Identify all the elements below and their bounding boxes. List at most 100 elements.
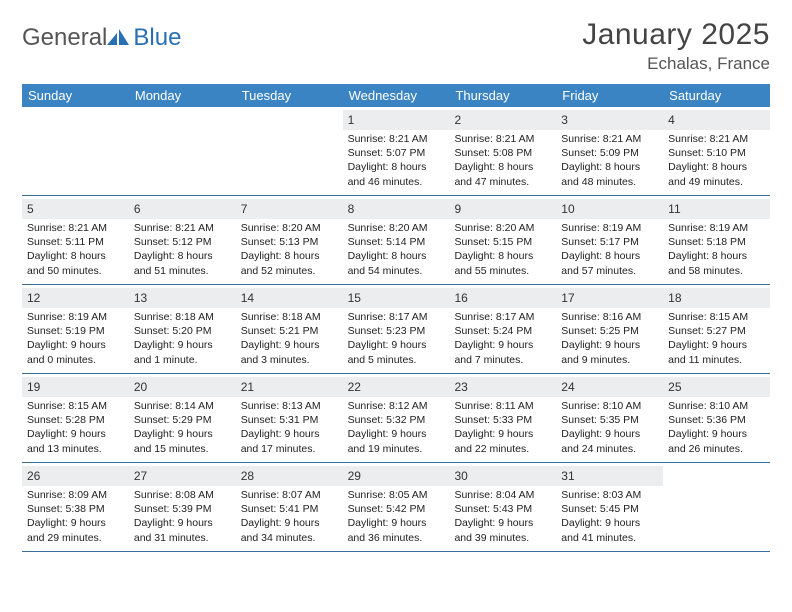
daynum-row: 1 [343, 110, 450, 130]
day-number: 10 [561, 202, 574, 216]
day-number: 1 [348, 113, 355, 127]
day-cell [236, 107, 343, 195]
daynum-row: 2 [449, 110, 556, 130]
week-row: 12 Sunrise: 8:19 AMSunset: 5:19 PMDayligh… [22, 285, 770, 374]
day-cell: 15Sunrise: 8:17 AMSunset: 5:23 PMDayligh… [343, 285, 450, 373]
day-info: Sunrise: 8:17 AMSunset: 5:24 PMDaylight:… [454, 310, 551, 367]
daynum-row [22, 110, 129, 130]
daynum-row: 22 [343, 377, 450, 397]
day-number: 11 [668, 202, 680, 216]
day-number: 19 [27, 380, 40, 394]
day-info: Sunrise: 8:19 AMSunset: 5:19 PMDaylight:… [27, 310, 124, 367]
daynum-row: 11 [663, 199, 770, 219]
daynum-row: 4 [663, 110, 770, 130]
day-info: Sunrise: 8:16 AMSunset: 5:25 PMDaylight:… [561, 310, 658, 367]
week-row: 26Sunrise: 8:09 AMSunset: 5:38 PMDayligh… [22, 463, 770, 552]
day-cell [129, 107, 236, 195]
day-number: 13 [134, 291, 147, 305]
day-cell: 10 Sunrise: 8:19 AMSunset: 5:17 PMDayligh… [556, 196, 663, 284]
day-info: Sunrise: 8:12 AMSunset: 5:32 PMDaylight:… [348, 399, 445, 456]
daynum-row: 27 [129, 466, 236, 486]
title-block: January 2025 Echalas, France [582, 18, 770, 74]
daynum-row: 29 [343, 466, 450, 486]
daynum-row: 19 [22, 377, 129, 397]
day-header: Sunday [22, 84, 129, 107]
day-number [134, 113, 137, 127]
day-info: Sunrise: 8:21 AMSunset: 5:10 PMDaylight:… [668, 132, 765, 189]
day-number: 6 [134, 202, 141, 216]
day-info: Sunrise: 8:18 AMSunset: 5:21 PMDaylight:… [241, 310, 338, 367]
location-label: Echalas, France [582, 54, 770, 74]
day-info: Sunrise: 8:20 AMSunset: 5:14 PMDaylight:… [348, 221, 445, 278]
daynum-row: 10 [556, 199, 663, 219]
brand-logo: General Blue [22, 18, 181, 52]
day-cell: 19Sunrise: 8:15 AMSunset: 5:28 PMDayligh… [22, 374, 129, 462]
week-row: 5Sunrise: 8:21 AMSunset: 5:11 PMDaylight… [22, 196, 770, 285]
day-cell: 5Sunrise: 8:21 AMSunset: 5:11 PMDaylight… [22, 196, 129, 284]
day-cell: 23Sunrise: 8:11 AMSunset: 5:33 PMDayligh… [449, 374, 556, 462]
day-cell: 8Sunrise: 8:20 AMSunset: 5:14 PMDaylight… [343, 196, 450, 284]
week-row: 19Sunrise: 8:15 AMSunset: 5:28 PMDayligh… [22, 374, 770, 463]
daynum-row: 28 [236, 466, 343, 486]
day-info: Sunrise: 8:19 AMSunset: 5:17 PMDaylight:… [561, 221, 658, 278]
day-cell: 25Sunrise: 8:10 AMSunset: 5:36 PMDayligh… [663, 374, 770, 462]
daynum-row: 18 [663, 288, 770, 308]
day-number: 9 [454, 202, 461, 216]
day-cell: 14Sunrise: 8:18 AMSunset: 5:21 PMDayligh… [236, 285, 343, 373]
day-cell: 31Sunrise: 8:03 AMSunset: 5:45 PMDayligh… [556, 463, 663, 551]
daynum-row: 24 [556, 377, 663, 397]
day-header: Thursday [449, 84, 556, 107]
day-info: Sunrise: 8:14 AMSunset: 5:29 PMDaylight:… [134, 399, 231, 456]
daynum-row: 8 [343, 199, 450, 219]
day-header: Wednesday [343, 84, 450, 107]
daynum-row: 7 [236, 199, 343, 219]
day-number [668, 469, 671, 483]
day-info: Sunrise: 8:11 AMSunset: 5:33 PMDaylight:… [454, 399, 551, 456]
daynum-row: 5 [22, 199, 129, 219]
day-number: 7 [241, 202, 248, 216]
daynum-row: 16 [449, 288, 556, 308]
day-number: 17 [561, 291, 574, 305]
daynum-row [236, 110, 343, 130]
brand-part1: General [22, 24, 107, 52]
day-cell: 27 Sunrise: 8:08 AMSunset: 5:39 PMDayligh… [129, 463, 236, 551]
day-number: 16 [454, 291, 467, 305]
calendar-page: General Blue January 2025 Echalas, Franc… [0, 0, 792, 552]
day-number: 18 [668, 291, 681, 305]
daynum-row: 13 [129, 288, 236, 308]
day-cell: 3Sunrise: 8:21 AMSunset: 5:09 PMDaylight… [556, 107, 663, 195]
day-number: 15 [348, 291, 361, 305]
day-cell: 26Sunrise: 8:09 AMSunset: 5:38 PMDayligh… [22, 463, 129, 551]
day-info: Sunrise: 8:10 AMSunset: 5:35 PMDaylight:… [561, 399, 658, 456]
day-cell [663, 463, 770, 551]
day-info: Sunrise: 8:10 AMSunset: 5:36 PMDaylight:… [668, 399, 765, 456]
day-cell: 28Sunrise: 8:07 AMSunset: 5:41 PMDayligh… [236, 463, 343, 551]
daynum-row: 30 [449, 466, 556, 486]
day-info: Sunrise: 8:04 AMSunset: 5:43 PMDaylight:… [454, 488, 551, 545]
day-info: Sunrise: 8:09 AMSunset: 5:38 PMDaylight:… [27, 488, 124, 545]
day-number: 5 [27, 202, 34, 216]
daynum-row: 20 [129, 377, 236, 397]
day-number: 24 [561, 380, 574, 394]
weeks-container: 1Sunrise: 8:21 AMSunset: 5:07 PMDaylight… [22, 107, 770, 552]
day-cell: 7Sunrise: 8:20 AMSunset: 5:13 PMDaylight… [236, 196, 343, 284]
day-info: Sunrise: 8:21 AMSunset: 5:08 PMDaylight:… [454, 132, 551, 189]
day-number: 30 [454, 469, 467, 483]
daynum-row: 31 [556, 466, 663, 486]
day-cell: 16 Sunrise: 8:17 AMSunset: 5:24 PMDayligh… [449, 285, 556, 373]
daynum-row: 14 [236, 288, 343, 308]
day-cell: 24 Sunrise: 8:10 AMSunset: 5:35 PMDayligh… [556, 374, 663, 462]
daynum-row: 25 [663, 377, 770, 397]
day-cell: 6Sunrise: 8:21 AMSunset: 5:12 PMDaylight… [129, 196, 236, 284]
daynum-row: 15 [343, 288, 450, 308]
day-cell: 1Sunrise: 8:21 AMSunset: 5:07 PMDaylight… [343, 107, 450, 195]
brand-part2: Blue [133, 24, 181, 52]
week-row: 1Sunrise: 8:21 AMSunset: 5:07 PMDaylight… [22, 107, 770, 196]
day-info: Sunrise: 8:08 AMSunset: 5:39 PMDaylight:… [134, 488, 231, 545]
daynum-row: 6 [129, 199, 236, 219]
day-number: 27 [134, 469, 147, 483]
day-number: 12 [27, 291, 40, 305]
day-info: Sunrise: 8:13 AMSunset: 5:31 PMDaylight:… [241, 399, 338, 456]
month-title: January 2025 [582, 18, 770, 52]
day-cell: 18Sunrise: 8:15 AMSunset: 5:27 PMDayligh… [663, 285, 770, 373]
